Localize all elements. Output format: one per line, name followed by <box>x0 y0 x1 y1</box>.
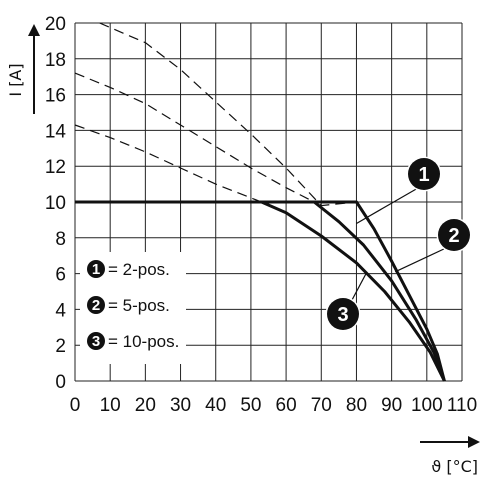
series-2-dashed-line <box>74 72 315 203</box>
legend-marker-number: 3 <box>92 333 100 350</box>
legend-marker-number: 1 <box>92 261 100 278</box>
series-group <box>74 22 446 382</box>
y-tick-label: 20 <box>45 14 66 35</box>
y-axis-label: I [A] <box>6 63 25 96</box>
y-tick-label: 18 <box>45 50 66 71</box>
y-tick-labels: 0 2 4 6 8 10 12 14 16 18 20 <box>45 14 67 393</box>
x-tick-label: 20 <box>135 395 156 416</box>
callouts: 1 2 3 <box>325 156 472 332</box>
y-tick-label: 0 <box>55 372 66 393</box>
y-tick-label: 12 <box>45 157 66 178</box>
y-axis-arrow-head <box>28 24 40 36</box>
x-axis-label: ϑ [°C] <box>431 457 478 476</box>
y-tick-label: 4 <box>55 300 66 321</box>
x-tick-label: 110 <box>447 395 477 416</box>
x-tick-label: 50 <box>240 395 261 416</box>
x-tick-label: 30 <box>170 395 191 416</box>
callout-1-badge <box>408 158 440 190</box>
legend-marker-number: 2 <box>92 297 100 314</box>
y-tick-label: 2 <box>55 336 66 357</box>
callout-2-leader <box>394 247 447 273</box>
x-tick-label: 70 <box>311 395 332 416</box>
series-2-solid-line <box>75 200 446 382</box>
callout-1-leader <box>356 187 419 224</box>
legend-label: = 5-pos. <box>108 296 170 315</box>
y-axis-label-group: I [A] <box>6 24 40 114</box>
callout-3-badge <box>327 298 359 330</box>
legend-label: = 10-pos. <box>108 332 179 351</box>
x-tick-label: 100 <box>411 395 443 416</box>
y-tick-label: 8 <box>55 229 66 250</box>
x-axis-label-group: ϑ [°C] <box>420 436 480 476</box>
y-tick-label: 16 <box>45 86 66 107</box>
legend-marker-3 <box>87 332 105 350</box>
series-1-dashed-line <box>99 22 357 207</box>
series-1-solid-line <box>75 200 446 382</box>
legend: 1 = 2-pos. 2 = 5-pos. 3 = 10-pos. <box>80 252 186 364</box>
x-tick-label: 10 <box>100 395 121 416</box>
x-axis-arrow-head <box>468 436 480 448</box>
x-tick-label: 0 <box>70 395 81 416</box>
callout-2-badge <box>438 219 470 251</box>
x-tick-label: 90 <box>381 395 402 416</box>
callout-1-number: 1 <box>418 164 429 186</box>
callout-2-number: 2 <box>448 225 459 247</box>
x-tick-label: 60 <box>276 395 297 416</box>
legend-label: = 2-pos. <box>108 260 170 279</box>
x-tick-label: 40 <box>205 395 226 416</box>
callout-3-number: 3 <box>337 304 348 326</box>
series-3-solid-line <box>75 200 446 382</box>
callout-3-leader <box>351 271 368 301</box>
x-tick-labels: 0 10 20 30 40 50 60 70 80 90 100 110 <box>70 395 477 416</box>
y-tick-label: 6 <box>55 265 66 286</box>
legend-marker-1 <box>87 260 105 278</box>
series-3-dashed-line <box>74 124 262 203</box>
legend-marker-2 <box>87 296 105 314</box>
y-tick-label: 14 <box>45 121 67 142</box>
y-tick-label: 10 <box>45 193 66 214</box>
x-tick-label: 80 <box>346 395 367 416</box>
